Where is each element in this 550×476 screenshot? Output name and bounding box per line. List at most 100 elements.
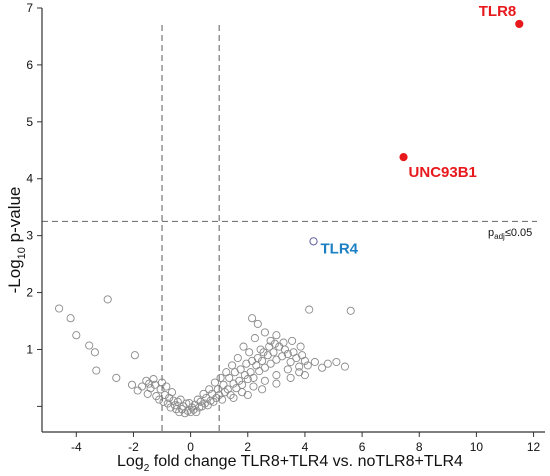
data-point [256,345,265,354]
x-tick-label: 2 [244,440,251,454]
data-point [205,385,214,394]
data-point [150,380,159,389]
data-point [182,399,191,408]
data-point [210,378,219,387]
data-point [243,375,252,384]
data-point [167,388,177,397]
data-point [279,338,288,347]
threshold-lines [42,25,537,432]
data-point [130,351,139,360]
data-point [207,389,217,398]
data-point [295,362,304,371]
x-axis-title: Log2 fold change TLR8+TLR4 vs. noTLR8+TL… [117,453,463,474]
data-point [248,314,257,323]
x-axis-title-sub: 2 [144,463,150,474]
x-tick-label: -2 [128,440,139,454]
gene-point-tlr4 [309,237,318,246]
data-point [225,373,234,382]
data-point [133,386,142,395]
y-tick-label: 5 [26,115,33,129]
x-tick-label: 8 [416,440,423,454]
x-tick-label: 6 [359,440,366,454]
data-point [216,373,225,382]
data-point [127,380,137,389]
data-point [226,390,235,400]
data-point [92,366,101,375]
data-point [85,341,94,350]
data-point [180,409,189,418]
x-tick-label: 0 [187,440,194,454]
data-point [260,363,269,372]
data-point [340,362,349,371]
gene-point-tlr8 [515,19,524,29]
data-point [160,390,169,400]
data-point [149,375,158,384]
data-point [90,348,99,357]
data-point [286,357,295,367]
data-point [286,373,295,382]
data-point [346,306,355,315]
data-point [229,393,238,402]
data-point [55,304,64,313]
data-point [260,328,269,337]
data-point [137,382,147,391]
data-point [213,385,222,394]
data-point [258,356,267,365]
data-point [239,342,248,351]
data-point [245,348,254,357]
data-point [186,408,195,417]
data-point [185,398,194,408]
data-point [305,305,314,314]
data-point [145,379,154,388]
y-tick-label: 4 [26,172,33,186]
data-point [283,349,292,359]
data-point [250,334,259,343]
data-point [296,342,305,351]
data-point [323,359,332,368]
data-point [318,363,327,372]
data-point [203,401,212,410]
data-point [259,348,268,357]
data-point [272,331,281,340]
data-point [253,353,262,363]
data-point [235,376,244,385]
data-point [288,336,297,345]
data-point [253,319,262,328]
y-axis-title: -Log10 p-value [5,187,28,294]
data-point [166,403,175,412]
y-axis-title-prefix: -Log [5,259,24,293]
y-axis-title-suffix: p-value [5,187,24,247]
data-point [270,339,279,348]
data-point [72,331,81,340]
data-point [189,405,198,414]
data-point [272,371,281,380]
data-point [236,365,245,374]
y-axis-title-sub: 10 [16,247,28,259]
gene-label-tlr8: TLR8 [479,3,517,20]
data-point [193,395,202,404]
data-point [162,382,171,391]
data-point [300,356,309,365]
data-point [300,371,309,380]
y-tick-label: 1 [26,342,33,356]
y-tick-label: 2 [26,286,33,300]
data-point [172,405,181,414]
data-point [190,400,199,409]
data-point [332,357,341,367]
data-point [269,348,278,357]
data-point [212,393,221,402]
data-point [260,376,269,385]
x-tick-label: 12 [527,440,541,454]
data-point [199,389,208,398]
data-point [310,357,319,367]
data-point [266,336,275,345]
data-point [175,408,184,417]
data-point [202,393,211,402]
data-point [173,397,182,406]
y-tick-label: 7 [26,1,33,15]
data-point [228,361,237,370]
data-point [243,390,252,400]
gene-point-unc93b1 [399,153,408,162]
